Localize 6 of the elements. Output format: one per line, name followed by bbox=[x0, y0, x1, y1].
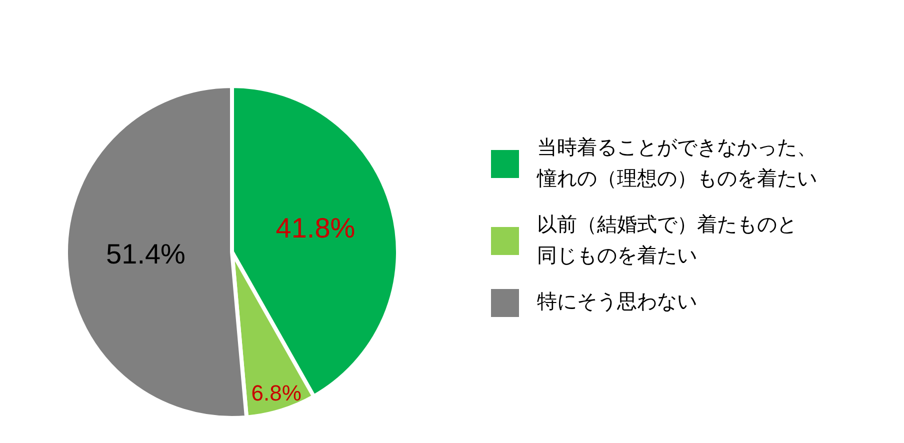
legend-label: 以前（結婚式で）着たものと同じものを着たい bbox=[537, 213, 798, 269]
data-label: 6.8% bbox=[251, 380, 302, 406]
data-label: 41.8% bbox=[276, 212, 356, 244]
data-label: 51.4% bbox=[106, 238, 186, 270]
legend-label: 特にそう思わない bbox=[537, 290, 698, 315]
legend-label: 当時着ることができなかった、憧れの（理想の）ものを着たい bbox=[537, 136, 818, 192]
